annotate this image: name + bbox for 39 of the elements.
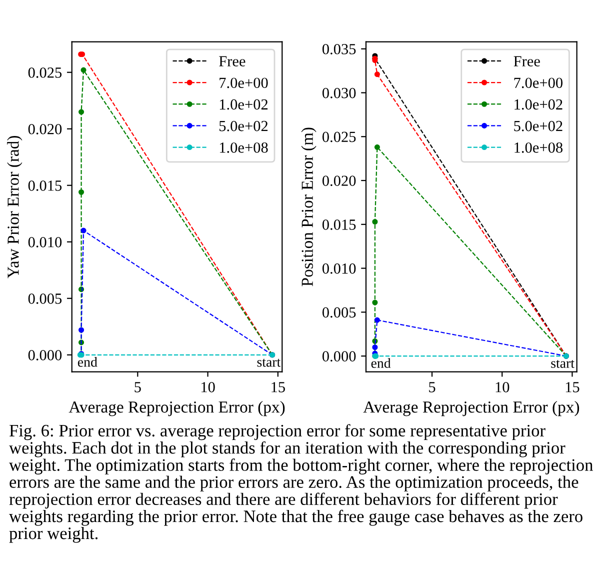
y-tick-label: 0.015: [28, 180, 62, 191]
annotation: end: [78, 356, 98, 367]
legend-label: 1.0e+08: [220, 142, 268, 153]
y-tick-label: 0.005: [322, 307, 356, 318]
legend-label: 1.0e+08: [514, 142, 563, 153]
legend-label: 1.0e+02: [514, 99, 562, 110]
x-tick-label: 15: [566, 382, 580, 392]
y-tick-label: 0.005: [28, 294, 62, 304]
y-tick-label: 0.010: [28, 237, 62, 248]
x-tick-label: 15: [272, 382, 285, 392]
x-tick-label: 10: [496, 382, 510, 392]
legend-label: 7.0e+00: [220, 78, 268, 88]
annotation: end: [371, 358, 391, 368]
legend-label: 5.0e+02: [514, 120, 562, 132]
y-tick-label: 0.000: [322, 351, 356, 362]
x-axis-title: Average Reprojection Error (px): [363, 400, 580, 416]
y-axis-title: Yaw Prior Error (rad): [7, 136, 22, 278]
y-tick-label: 0.030: [322, 88, 356, 98]
legend-label: 7.0e+00: [514, 78, 563, 88]
y-tick-label: 0.025: [28, 67, 62, 78]
legend-label: Free: [514, 56, 540, 66]
y-tick-label: 0.020: [28, 124, 62, 134]
x-tick-label: 5: [134, 382, 141, 392]
legend-label: 5.0e+02: [219, 120, 268, 132]
y-tick-label: 0.015: [322, 220, 356, 230]
y-tick-label: 0.020: [322, 176, 356, 186]
legend-label: 1.0e+02: [220, 99, 268, 110]
x-axis-title: Average Reprojection Error (px): [68, 400, 285, 416]
y-tick-label: 0.025: [322, 132, 356, 142]
y-tick-label: 0.000: [28, 350, 62, 360]
annotation: start: [257, 358, 281, 367]
legend-label: Free: [219, 56, 246, 66]
y-tick-label: 0.010: [322, 263, 356, 274]
y-axis-title: Position Prior Error (m): [301, 128, 316, 286]
x-tick-label: 10: [201, 382, 215, 392]
x-tick-label: 5: [429, 382, 436, 392]
annotation: start: [551, 360, 574, 368]
y-tick-label: 0.035: [322, 44, 356, 54]
caption: Fig. 6: Prior error vs. average reprojection error for some representative prior weights. Each dot in the plot stands for an iteration with the corresponding prior weight. The optimization starts from the bottom-right corner, where the reprojection errors are the same and the prior errors are zero. As the optimization proceeds, the reprojection error decreases and there are different behaviors for different prior weights regarding the prior error. Note that the free gauge case behaves as the zero prior weight.: [9, 424, 593, 543]
